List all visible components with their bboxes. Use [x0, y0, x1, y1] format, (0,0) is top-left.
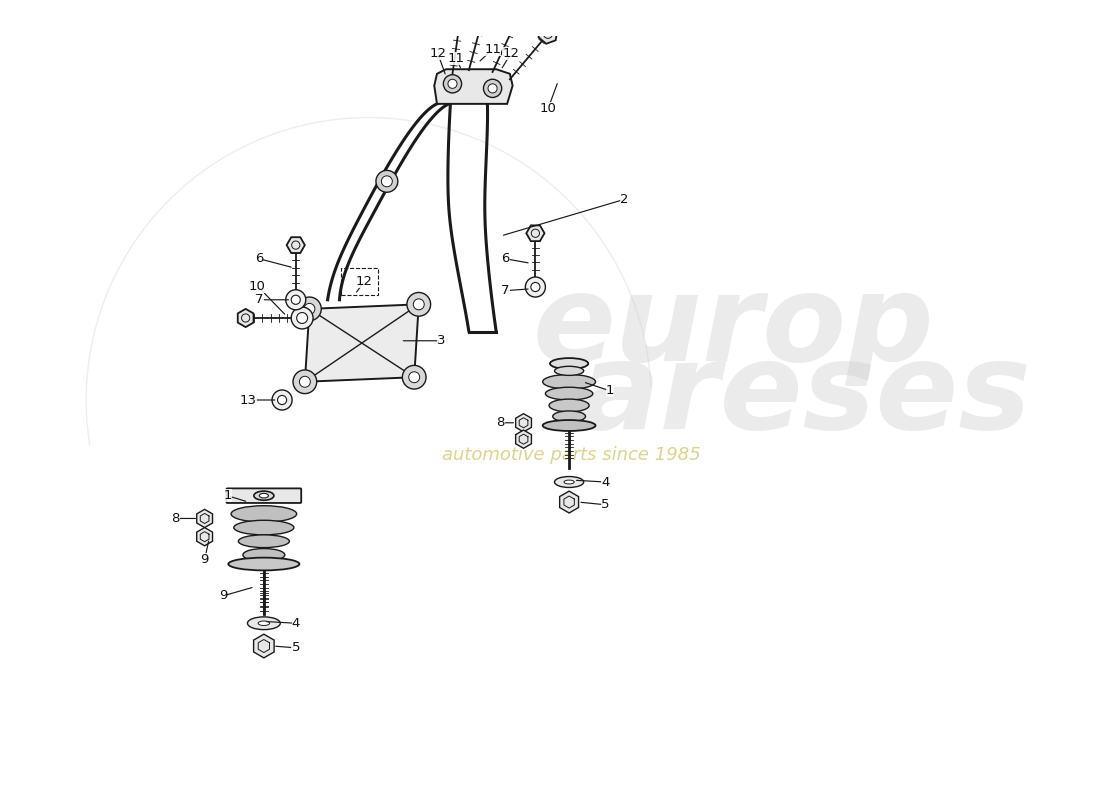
FancyBboxPatch shape [227, 488, 301, 503]
Circle shape [299, 376, 310, 387]
Ellipse shape [542, 420, 595, 431]
Ellipse shape [248, 617, 280, 630]
Text: europ: europ [532, 269, 934, 386]
Text: 6: 6 [255, 252, 264, 266]
Ellipse shape [239, 535, 289, 548]
Text: 9: 9 [219, 590, 227, 602]
Circle shape [272, 390, 293, 410]
Polygon shape [539, 24, 558, 44]
Polygon shape [516, 414, 531, 432]
Text: 4: 4 [292, 617, 300, 630]
Text: 11: 11 [448, 52, 464, 65]
Ellipse shape [243, 549, 285, 562]
Text: 12: 12 [355, 275, 373, 288]
Ellipse shape [546, 387, 593, 400]
Text: 1: 1 [223, 489, 232, 502]
Text: 2: 2 [619, 193, 628, 206]
Circle shape [403, 366, 426, 389]
Circle shape [298, 297, 321, 321]
Polygon shape [434, 70, 513, 104]
Polygon shape [197, 527, 212, 546]
Polygon shape [473, 8, 493, 27]
Circle shape [409, 372, 420, 382]
Ellipse shape [549, 399, 590, 412]
Ellipse shape [564, 480, 574, 484]
Text: 11: 11 [484, 42, 502, 56]
Circle shape [484, 79, 502, 98]
Text: 4: 4 [602, 475, 609, 489]
Text: 6: 6 [502, 252, 509, 266]
Text: 1: 1 [606, 384, 615, 398]
Polygon shape [287, 238, 305, 253]
Ellipse shape [550, 358, 588, 369]
Bar [341, 268, 377, 295]
Ellipse shape [254, 491, 274, 500]
Circle shape [414, 299, 425, 310]
Circle shape [526, 277, 546, 297]
Polygon shape [508, 8, 527, 28]
Circle shape [443, 74, 462, 93]
Circle shape [292, 307, 313, 329]
Text: 8: 8 [172, 512, 179, 525]
Polygon shape [450, 15, 470, 34]
Circle shape [448, 79, 456, 88]
Ellipse shape [260, 494, 268, 498]
Text: 10: 10 [249, 280, 266, 293]
Ellipse shape [552, 411, 585, 422]
Polygon shape [560, 491, 579, 513]
Text: 5: 5 [292, 642, 300, 654]
Polygon shape [526, 226, 544, 241]
Text: 10: 10 [540, 102, 557, 115]
Text: 5: 5 [602, 498, 609, 511]
Text: 7: 7 [255, 294, 264, 306]
Polygon shape [305, 304, 419, 382]
Circle shape [297, 313, 308, 323]
Circle shape [292, 295, 300, 304]
Polygon shape [516, 430, 531, 448]
Circle shape [382, 176, 393, 186]
Text: automotive parts since 1985: automotive parts since 1985 [441, 446, 701, 464]
Ellipse shape [234, 520, 294, 535]
Circle shape [376, 170, 398, 192]
Circle shape [531, 282, 540, 291]
Ellipse shape [554, 366, 584, 375]
Ellipse shape [231, 506, 297, 522]
Text: 7: 7 [502, 284, 509, 297]
Ellipse shape [542, 374, 595, 389]
Circle shape [407, 293, 430, 316]
Text: 12: 12 [429, 47, 447, 60]
Text: 3: 3 [438, 334, 446, 347]
Polygon shape [197, 510, 212, 527]
Ellipse shape [554, 477, 584, 487]
Polygon shape [254, 634, 274, 658]
Text: 8: 8 [496, 416, 505, 430]
Circle shape [286, 290, 306, 310]
Circle shape [304, 303, 315, 314]
Polygon shape [238, 309, 253, 327]
Text: 12: 12 [503, 47, 519, 60]
Circle shape [488, 84, 497, 93]
Ellipse shape [229, 558, 299, 570]
Text: 13: 13 [240, 394, 257, 406]
Text: 9: 9 [200, 553, 209, 566]
Circle shape [277, 395, 287, 405]
Text: areses: areses [579, 337, 1032, 454]
Circle shape [293, 370, 317, 394]
Ellipse shape [258, 621, 270, 626]
